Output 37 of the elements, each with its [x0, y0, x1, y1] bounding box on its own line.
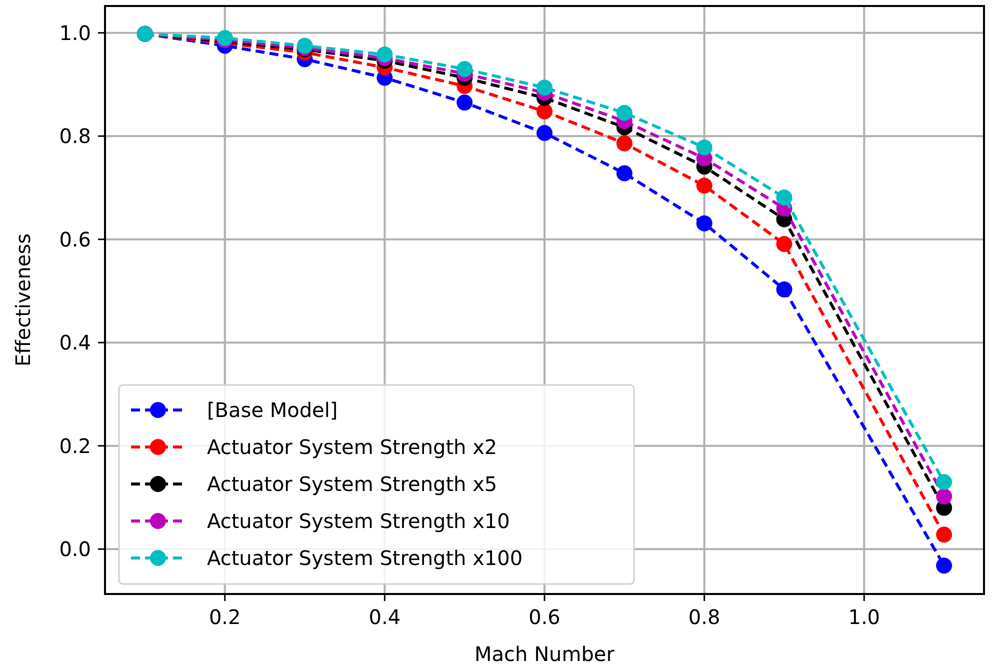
x-tick-label: 0.6: [528, 605, 560, 629]
point: [696, 215, 712, 232]
y-tick-label: 0.4: [59, 330, 91, 355]
legend-label: Actuator System Strength x2: [207, 435, 498, 459]
point: [936, 526, 952, 543]
x-tick-label: 0.4: [368, 605, 401, 629]
point: [776, 190, 792, 206]
point: [696, 178, 712, 194]
point: [616, 165, 632, 182]
legend-label: Actuator System Strength x5: [207, 472, 498, 496]
point: [616, 104, 632, 121]
legend-label: Actuator System Strength x100: [207, 546, 523, 570]
legend-label: [Base Model]: [207, 398, 338, 422]
x-tick-label: 0.8: [688, 605, 720, 629]
point: [536, 80, 552, 96]
point: [776, 281, 792, 298]
y-tick-label: 0.8: [59, 124, 91, 148]
point: [936, 474, 952, 490]
x-tick-label: 0.2: [208, 605, 241, 629]
point: [536, 103, 552, 120]
y-axis-title: Effectiveness: [11, 233, 35, 367]
y-tick-label: 0.0: [59, 537, 91, 562]
point: [616, 135, 632, 152]
point: [936, 488, 952, 504]
x-tick-label: 1.0: [848, 605, 880, 629]
point: [696, 139, 712, 156]
legend-label: Actuator System Strength x10: [207, 509, 510, 533]
point: [776, 236, 792, 252]
point: [936, 558, 952, 574]
point: [376, 46, 393, 63]
point: [536, 124, 552, 141]
point: [456, 94, 473, 111]
y-tick-label: 1.0: [59, 20, 91, 45]
point: [456, 60, 473, 77]
y-tick-label: 0.6: [59, 227, 91, 252]
x-axis-title: Mach Number: [474, 642, 616, 666]
y-tick-label: 0.2: [59, 434, 91, 458]
